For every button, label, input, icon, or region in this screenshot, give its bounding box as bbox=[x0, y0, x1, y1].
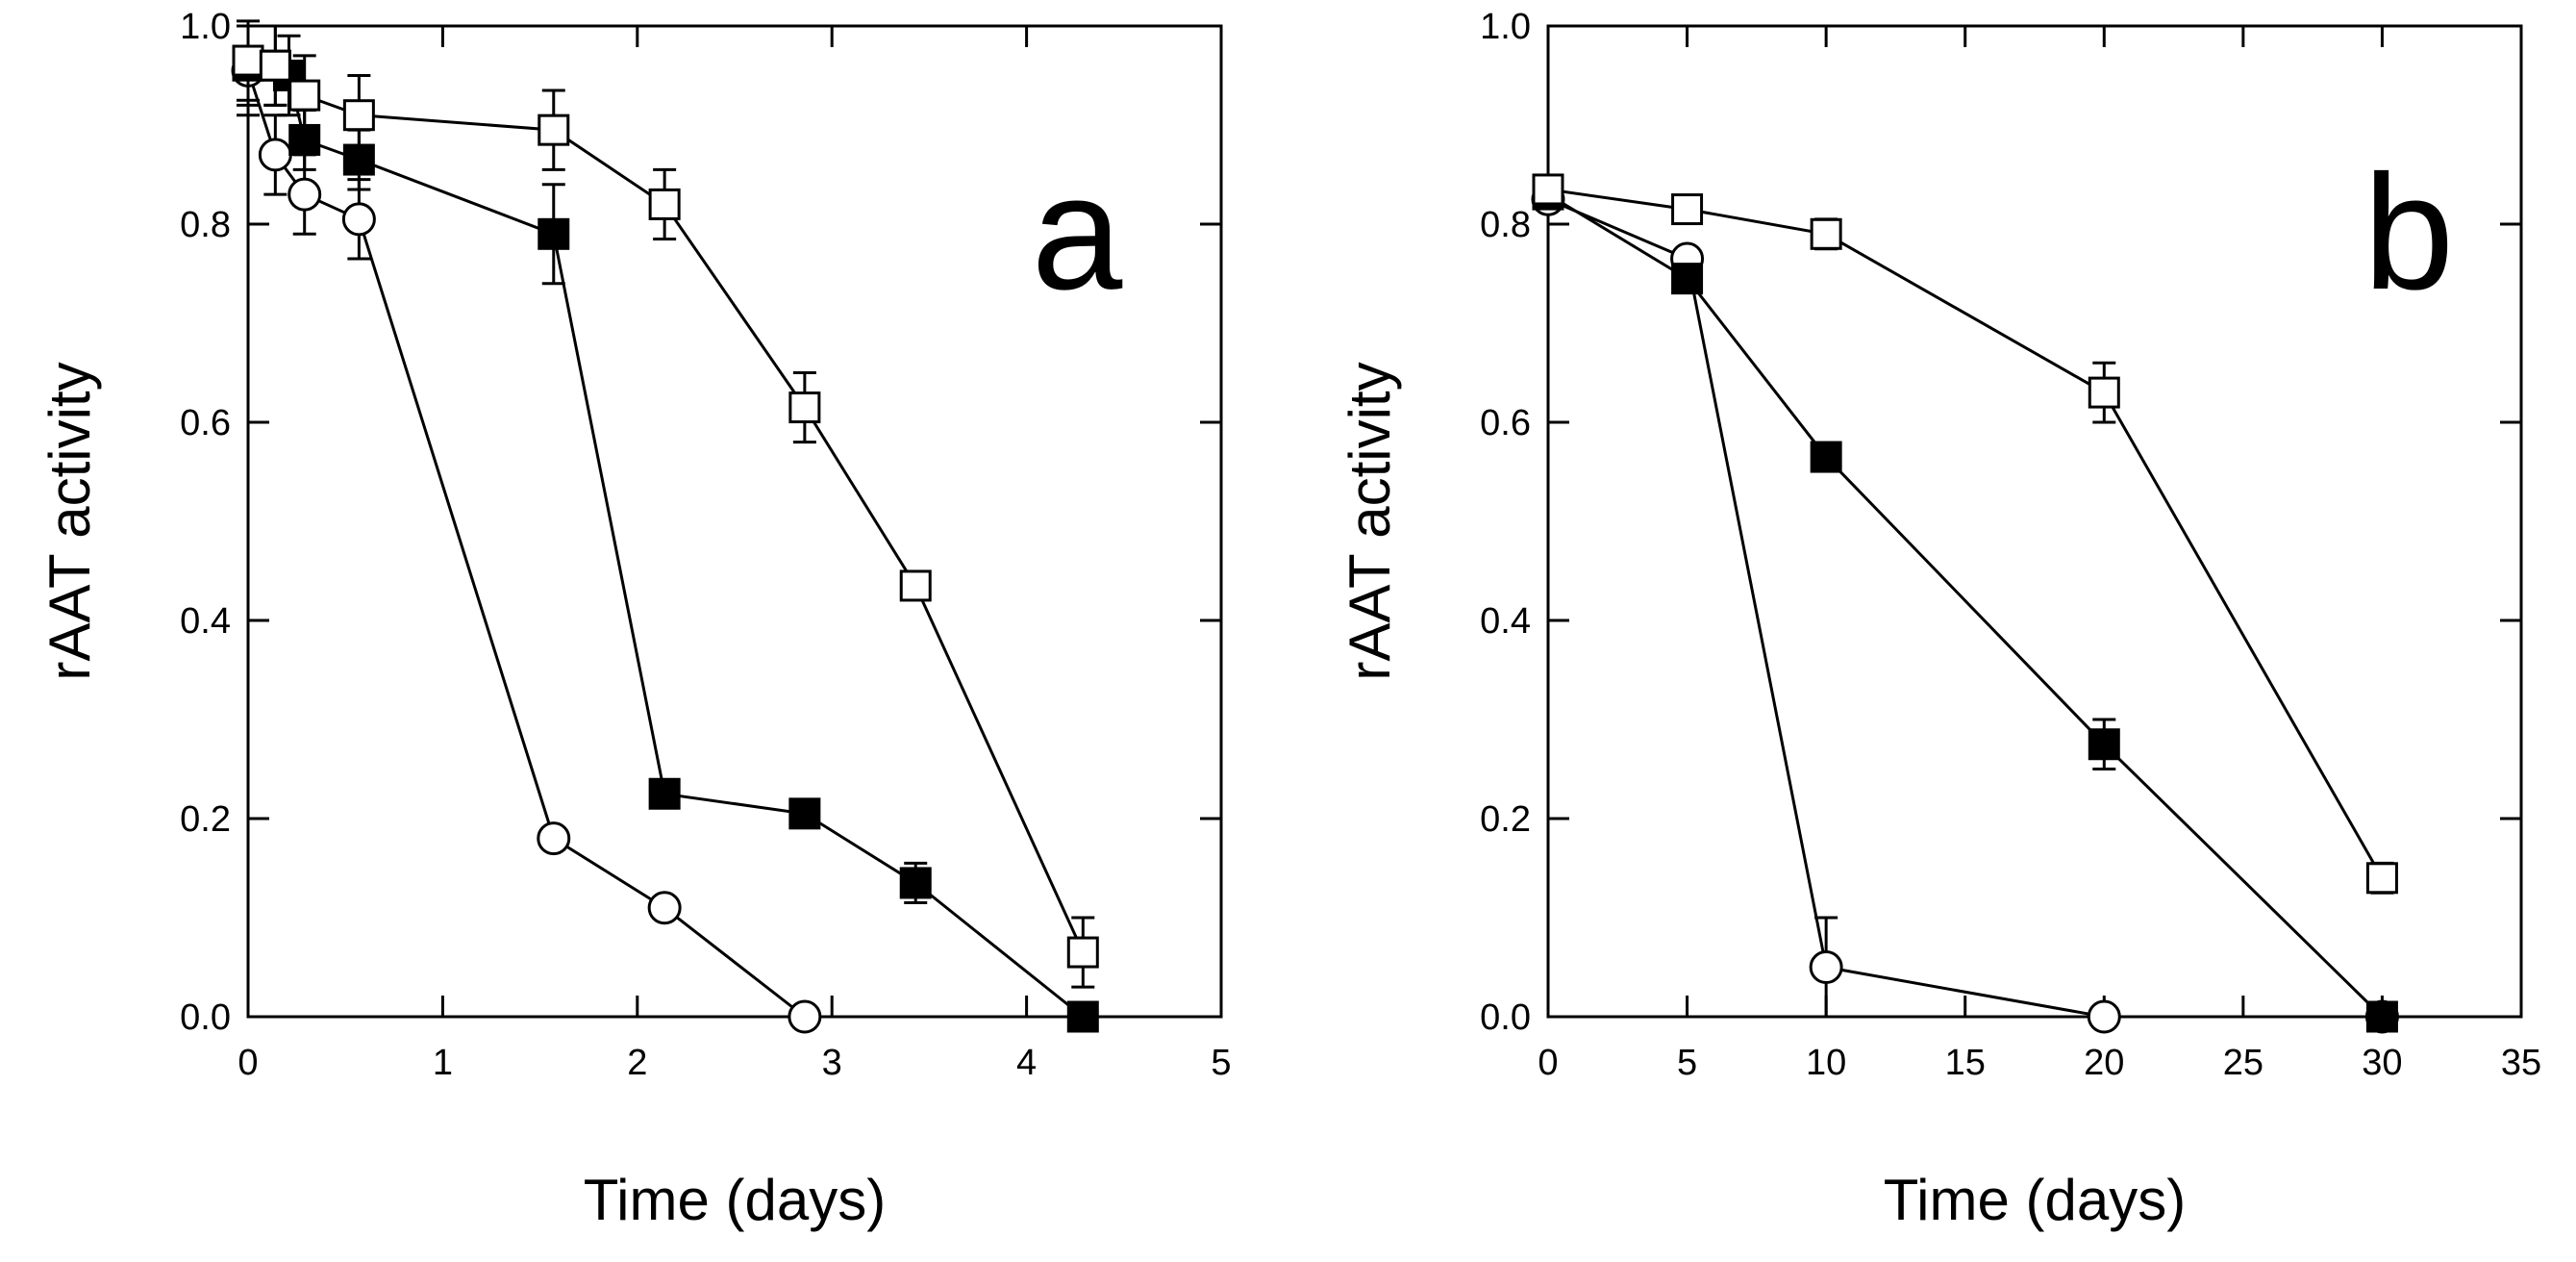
series-line bbox=[246, 69, 806, 1019]
data-point bbox=[1810, 217, 1842, 250]
x-axis-title: Time (days) bbox=[1884, 1168, 2186, 1232]
data-point bbox=[2087, 999, 2121, 1034]
series-square-open bbox=[232, 19, 1099, 989]
data-point bbox=[2365, 862, 2398, 895]
data-point bbox=[259, 49, 291, 82]
data-point bbox=[2088, 376, 2120, 409]
panel-label: a bbox=[1032, 141, 1123, 324]
x-tick-label: 5 bbox=[1211, 1043, 1231, 1083]
x-tick-label: 2 bbox=[627, 1043, 647, 1083]
y-tick-label: 1.0 bbox=[180, 7, 231, 47]
data-point bbox=[647, 891, 682, 925]
x-tick-label: 20 bbox=[2084, 1043, 2124, 1083]
data-point bbox=[2365, 1000, 2398, 1033]
y-tick-label: 0.8 bbox=[1480, 205, 1531, 245]
y-tick-label: 0.6 bbox=[180, 403, 231, 443]
data-point bbox=[648, 777, 681, 810]
y-tick-label: 0.0 bbox=[180, 997, 231, 1038]
panel-b: 0 5 10 15 20 25 30 35 0.0 0.2 0.4 0.6 0.8 1.0 Time (da… bbox=[1338, 7, 2541, 1232]
series-square-filled bbox=[1532, 178, 2398, 1033]
x-tick-label: 1 bbox=[433, 1043, 453, 1083]
x-tick-label: 35 bbox=[2501, 1043, 2541, 1083]
y-tick-label: 0.4 bbox=[180, 601, 231, 642]
data-point bbox=[1671, 263, 1704, 295]
x-tick-label: 4 bbox=[1016, 1043, 1037, 1083]
data-point bbox=[538, 217, 570, 250]
data-point bbox=[232, 44, 264, 77]
x-tick-label: 15 bbox=[1945, 1043, 1986, 1083]
data-point bbox=[288, 79, 321, 112]
data-point bbox=[288, 177, 322, 212]
y-axis-title: rAAT activity bbox=[38, 362, 102, 680]
y-axis-title: rAAT activity bbox=[1338, 362, 1402, 680]
x-tick-label: 30 bbox=[2362, 1043, 2402, 1083]
series-circle-open bbox=[231, 24, 822, 1034]
data-point bbox=[537, 821, 571, 856]
data-point bbox=[1810, 441, 1842, 473]
data-point bbox=[899, 569, 932, 602]
data-point bbox=[788, 391, 821, 424]
panel-a: 0 1 2 3 4 5 0.0 0.2 0.4 0.6 0.8 1.0 Time (days) rAAT … bbox=[38, 7, 1232, 1232]
data-point bbox=[342, 99, 375, 132]
data-point bbox=[538, 114, 570, 146]
data-point bbox=[2088, 728, 2120, 761]
x-tick-label: 5 bbox=[1677, 1043, 1697, 1083]
plot-frame bbox=[1546, 24, 2523, 1019]
data-point bbox=[899, 867, 932, 899]
y-tick-label: 0.6 bbox=[1480, 403, 1531, 443]
y-tick-label: 0.4 bbox=[1480, 601, 1531, 642]
series-square-open bbox=[1532, 173, 2398, 895]
data-point bbox=[1066, 1000, 1099, 1033]
x-tick-label: 25 bbox=[2223, 1043, 2263, 1083]
y-tick-label: 0.2 bbox=[1480, 799, 1531, 840]
data-point bbox=[1066, 936, 1099, 969]
data-point bbox=[648, 188, 681, 220]
data-point bbox=[1809, 950, 1843, 984]
panel-label: b bbox=[2363, 141, 2455, 324]
x-tick-label: 0 bbox=[1538, 1043, 1558, 1083]
plot-frame bbox=[246, 24, 1223, 1019]
data-point bbox=[1532, 173, 1564, 206]
y-tick-label: 0.0 bbox=[1480, 997, 1531, 1038]
x-tick-label: 0 bbox=[238, 1043, 258, 1083]
y-tick-label: 0.8 bbox=[180, 205, 231, 245]
data-point bbox=[1671, 193, 1704, 226]
data-point bbox=[258, 138, 292, 172]
x-tick-label: 10 bbox=[1806, 1043, 1846, 1083]
data-point bbox=[341, 202, 376, 237]
data-point bbox=[788, 999, 822, 1034]
y-tick-label: 1.0 bbox=[1480, 7, 1531, 47]
x-axis-title: Time (days) bbox=[584, 1168, 886, 1232]
x-tick-label: 3 bbox=[822, 1043, 842, 1083]
series-line bbox=[1547, 192, 2384, 1019]
y-tick-label: 0.2 bbox=[180, 799, 231, 840]
data-point bbox=[788, 797, 821, 830]
